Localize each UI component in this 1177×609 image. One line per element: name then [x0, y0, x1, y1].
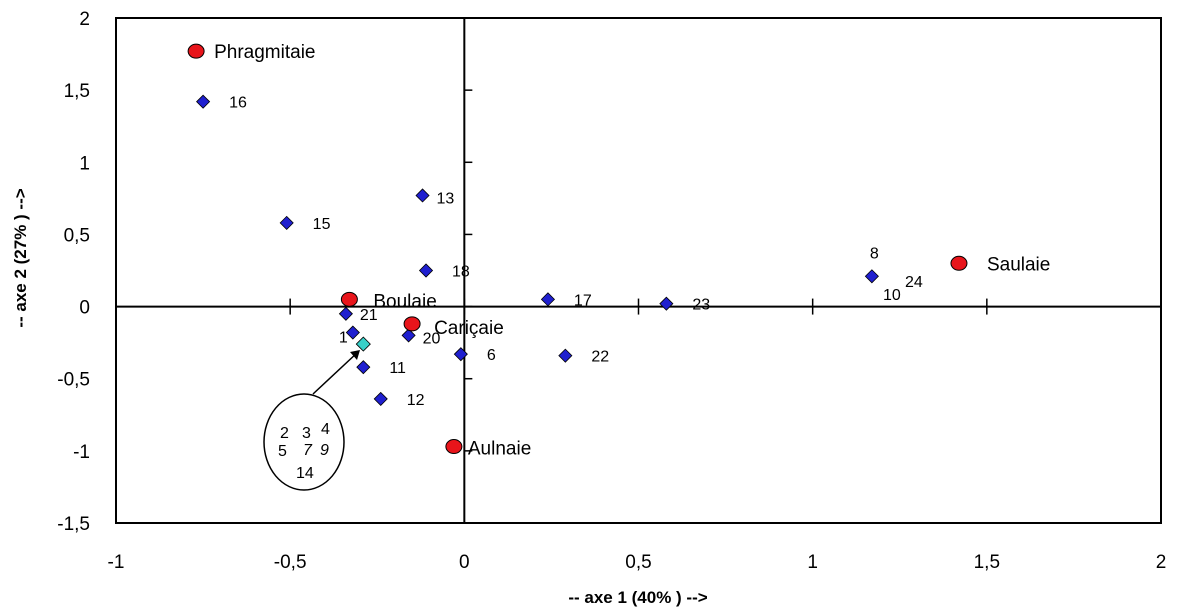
point-label-8: 8: [870, 245, 879, 262]
group-member-2: 2: [280, 425, 289, 442]
y-axis-title: -- axe 2 (27% ) -->: [11, 188, 30, 327]
plot-area: [115, 17, 1162, 524]
y-tick-label: -1,5: [57, 514, 90, 535]
group-member-14: 14: [296, 465, 314, 482]
diamond-point-16: [196, 94, 211, 109]
class-point-aulnaie: [445, 439, 463, 455]
y-tick-label: -1: [73, 442, 90, 463]
y-tick-label: 0: [79, 298, 90, 319]
x-tick-label: -1: [108, 552, 125, 573]
point-label-1: 1: [339, 330, 348, 347]
diamond-point-18: [418, 263, 434, 278]
group-member-7: 7: [303, 442, 313, 459]
diamond-point-23: [659, 296, 674, 311]
x-tick-label: 1: [807, 552, 818, 573]
point-label-22: 22: [591, 349, 609, 366]
diamond-point-22: [558, 348, 573, 363]
point-label-21: 21: [360, 307, 378, 324]
group-centroid-point: [355, 336, 371, 352]
group-member-9: 9: [320, 442, 329, 459]
y-tick-label: 0,5: [64, 225, 90, 246]
point-label-23: 23: [692, 297, 710, 314]
marks-layer: [187, 43, 968, 455]
diamond-point-21: [338, 306, 353, 321]
y-tick-label: 1,5: [64, 81, 90, 102]
y-tick-label: 1: [79, 153, 90, 174]
point-label-17: 17: [574, 292, 592, 309]
x-tick-label: 2: [1156, 552, 1167, 573]
y-tick-label: -0,5: [57, 370, 90, 391]
class-point-boulaie: [340, 291, 358, 307]
point-label-20: 20: [423, 330, 441, 347]
x-tick-label: 0,5: [625, 552, 651, 573]
diamond-point-1: [345, 325, 360, 340]
diamond-point-13: [415, 188, 430, 203]
point-label-24: 24: [905, 274, 923, 291]
x-tick-label: 0: [459, 552, 470, 573]
group-member-4: 4: [321, 421, 330, 438]
class-label-saulaie: Saulaie: [987, 254, 1050, 275]
class-point-phragmitaie: [187, 43, 205, 59]
point-label-15: 15: [313, 216, 331, 233]
class-point-saulaie: [950, 255, 968, 271]
point-label-13: 13: [437, 190, 455, 207]
group-ellipse: [263, 393, 345, 491]
diamond-point-11: [356, 360, 371, 375]
diamond-point-12: [373, 391, 388, 406]
group-annotation: 2 3 4 5 7 9 14: [263, 350, 360, 491]
class-point-cariçaie: [403, 316, 421, 332]
group-pointer-arrowhead: [350, 350, 360, 360]
point-label-12: 12: [407, 392, 425, 409]
group-member-3: 3: [302, 425, 311, 442]
x-tick-label: 1,5: [974, 552, 1000, 573]
point-label-6: 6: [487, 347, 496, 364]
class-label-cariçaie: Cariçaie: [434, 318, 504, 339]
diamond-point-6: [453, 347, 468, 362]
x-tick-label: -0,5: [274, 552, 307, 573]
class-label-aulnaie: Aulnaie: [468, 439, 531, 460]
x-axis-title: -- axe 1 (40% ) -->: [568, 588, 707, 607]
point-label-10: 10: [883, 287, 901, 304]
diamond-point-17: [540, 292, 555, 307]
class-label-boulaie: Boulaie: [373, 291, 436, 312]
group-member-5: 5: [278, 443, 287, 460]
group-pointer-line: [312, 351, 359, 395]
diamond-point-8: [864, 269, 879, 284]
point-label-18: 18: [452, 264, 470, 281]
tick-layer: -1 -0,5 0 0,5 1 1,5 2 -1,5 -1 -0,5 0 0,5 1 1,5 2: [57, 9, 1166, 573]
diamond-point-20: [401, 328, 416, 343]
y-tick-label: 2: [79, 9, 90, 30]
point-label-16: 16: [229, 95, 247, 112]
class-label-phragmitaie: Phragmitaie: [214, 42, 315, 63]
point-label-11: 11: [389, 360, 406, 377]
diamond-point-15: [279, 215, 294, 230]
